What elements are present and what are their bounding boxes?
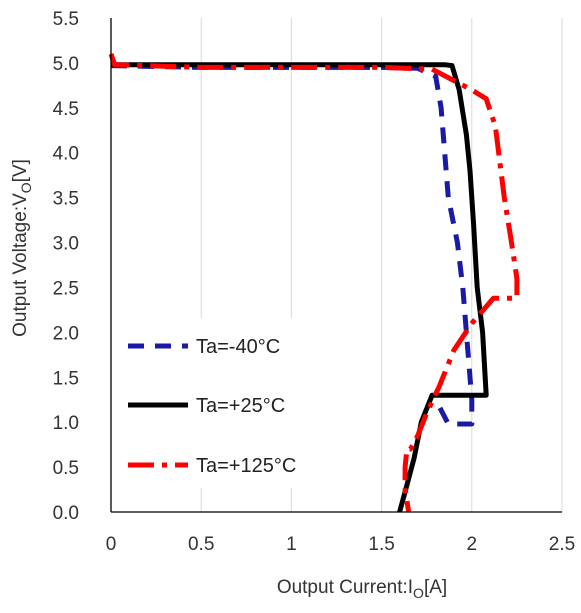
y-tick-label: 0.0 <box>53 503 79 524</box>
x-tick-label: 2 <box>467 534 478 555</box>
legend-label-series-1: Ta=-40°C <box>196 336 280 358</box>
series-line-1 <box>110 63 475 427</box>
x-tick-label: 1.5 <box>368 534 394 555</box>
series-line-3 <box>108 53 520 513</box>
y-tick-label: 3.0 <box>53 234 79 255</box>
x-tick-label: 2.5 <box>549 534 575 555</box>
legend-label-series-2: Ta=+25°C <box>196 395 285 417</box>
x-tick-label: 0 <box>106 534 117 555</box>
legend: Ta=-40°C Ta=+25°C Ta=+125°C <box>112 318 332 488</box>
y-tick-label: 5.0 <box>53 54 79 75</box>
y-tick-label: 0.5 <box>53 458 79 479</box>
y-tick-label: 2.0 <box>53 323 79 344</box>
y-tick-label: 5.5 <box>53 9 79 30</box>
tick-labels: 0.0 0.5 1.0 1.5 2.0 2.5 3.0 3.5 4.0 4.5 5.0 5.5 0 0.5… <box>53 9 576 555</box>
y-tick-label: 3.5 <box>53 189 79 210</box>
x-tick-label: 1 <box>286 534 297 555</box>
y-axis-label: Output Voltage:VO[V] <box>10 159 34 337</box>
y-tick-label: 1.5 <box>53 368 79 389</box>
y-tick-label: 1.0 <box>53 413 79 434</box>
x-tick-label: 0.5 <box>188 534 214 555</box>
x-axis-label: Output Current:IO[A] <box>277 577 447 601</box>
y-tick-label: 4.0 <box>53 144 79 165</box>
y-tick-label: 2.5 <box>53 278 79 299</box>
legend-label-series-3: Ta=+125°C <box>196 455 296 477</box>
y-tick-label: 4.5 <box>53 99 79 120</box>
axes <box>110 18 562 513</box>
series-lines <box>108 53 520 513</box>
